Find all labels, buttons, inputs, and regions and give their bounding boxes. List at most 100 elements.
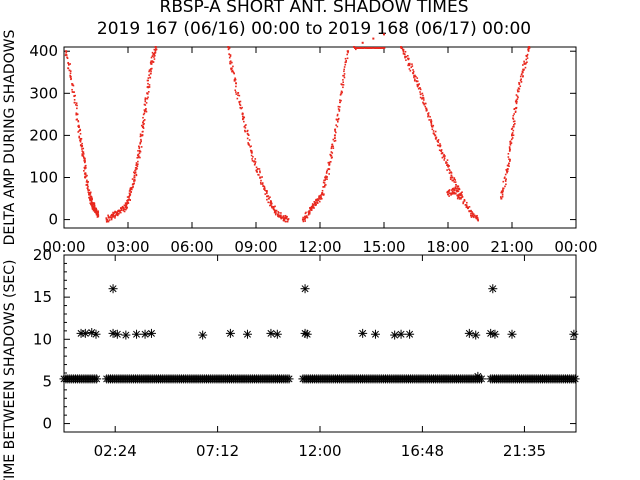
top-data-point (523, 62, 526, 65)
top-data-point (504, 179, 507, 182)
top-data-point (80, 137, 83, 140)
top-x-tick-label: 06:00 (170, 238, 213, 256)
top-data-point (79, 132, 82, 135)
top-data-point (499, 196, 502, 198)
bottom-data-point (140, 329, 150, 339)
bottom-data-point (396, 329, 406, 339)
top-data-point (510, 142, 512, 144)
top-data-point (465, 204, 468, 207)
top-data-point (228, 56, 231, 59)
top-data-point (136, 156, 139, 159)
top-data-point (413, 76, 415, 79)
top-data-point (304, 220, 306, 222)
top-data-point (65, 54, 68, 56)
top-data-point (253, 160, 256, 162)
top-data-point (97, 214, 100, 217)
top-data-point (453, 177, 456, 179)
top-data-point (430, 124, 433, 126)
top-data-point (453, 187, 455, 190)
top-data-point (143, 103, 146, 106)
top-data-point (427, 112, 430, 114)
top-data-point (143, 119, 146, 121)
top-data-point (122, 209, 125, 212)
top-data-point (85, 167, 87, 169)
bottom-data-point (266, 328, 276, 338)
top-data-point (88, 194, 90, 196)
top-data-point (280, 212, 282, 214)
top-data-point (502, 189, 504, 191)
top-data-point (245, 124, 247, 126)
top-data-point (86, 184, 88, 186)
top-data-point (67, 63, 70, 66)
top-data-point (129, 198, 131, 201)
top-data-point (527, 50, 530, 52)
top-data-point (269, 204, 271, 207)
top-panel: 0 100 200 300 400 00:00 03:00 06:00 09:00 12:00 15… (2, 30, 598, 256)
top-data-point (112, 215, 115, 217)
top-data-point (508, 162, 510, 165)
top-data-point (64, 54, 67, 57)
top-data-point (343, 68, 345, 71)
top-y-tick-label: 200 (29, 126, 58, 144)
top-data-point (251, 152, 253, 154)
top-data-point (450, 189, 453, 191)
top-data-point (442, 155, 445, 158)
top-data-point (270, 201, 272, 203)
top-data-point (152, 54, 154, 56)
top-data-point (456, 190, 458, 193)
top-data-point (476, 214, 478, 217)
top-data-point (242, 117, 245, 120)
top-data-point (304, 215, 306, 218)
top-data-point (461, 194, 463, 196)
top-data-point (87, 191, 90, 194)
top-data-point (264, 193, 267, 195)
top-data-point (461, 196, 464, 198)
top-data-point (446, 159, 449, 161)
top-data-point (261, 182, 264, 184)
top-data-point (436, 144, 439, 147)
top-data-point (89, 198, 91, 201)
top-data-point (419, 87, 421, 89)
top-data-point (146, 93, 149, 95)
top-data-point (134, 171, 137, 174)
top-data-point (342, 83, 345, 86)
top-data-point (78, 136, 80, 139)
top-data-point (458, 198, 461, 200)
top-data-point (80, 144, 82, 146)
top-data-point (227, 46, 230, 48)
top-data-point (327, 168, 330, 171)
top-data-point (238, 101, 241, 103)
bottom-y-tick-label: 15 (33, 288, 52, 306)
top-data-point (142, 121, 144, 124)
top-data-point (234, 77, 236, 80)
top-data-point (448, 168, 450, 171)
top-data-point (79, 139, 81, 142)
top-data-point (445, 161, 447, 163)
top-data-point (321, 189, 324, 192)
top-data-point (126, 206, 128, 209)
top-data-point (506, 170, 508, 173)
bottom-data-point (471, 330, 481, 340)
bottom-data-point (464, 328, 474, 338)
top-data-point (327, 161, 330, 164)
top-data-point (525, 54, 528, 57)
top-data-point (309, 207, 312, 210)
top-data-point (116, 212, 119, 215)
top-data-point (325, 175, 327, 178)
top-data-point (446, 169, 448, 171)
top-data-point (459, 194, 462, 197)
top-data-point (463, 199, 466, 202)
top-x-tick-label: 12:00 (298, 238, 341, 256)
top-data-point (275, 212, 277, 215)
top-data-point (112, 212, 115, 215)
top-data-point (330, 151, 333, 153)
top-data-point (150, 72, 152, 75)
top-data-point (274, 213, 277, 216)
top-data-point (151, 51, 154, 54)
top-data-point (504, 173, 507, 176)
top-data-point (243, 126, 246, 128)
top-data-point (408, 68, 411, 70)
top-data-point (318, 195, 321, 197)
bottom-baseline-points (59, 374, 580, 384)
top-data-point (340, 99, 342, 102)
